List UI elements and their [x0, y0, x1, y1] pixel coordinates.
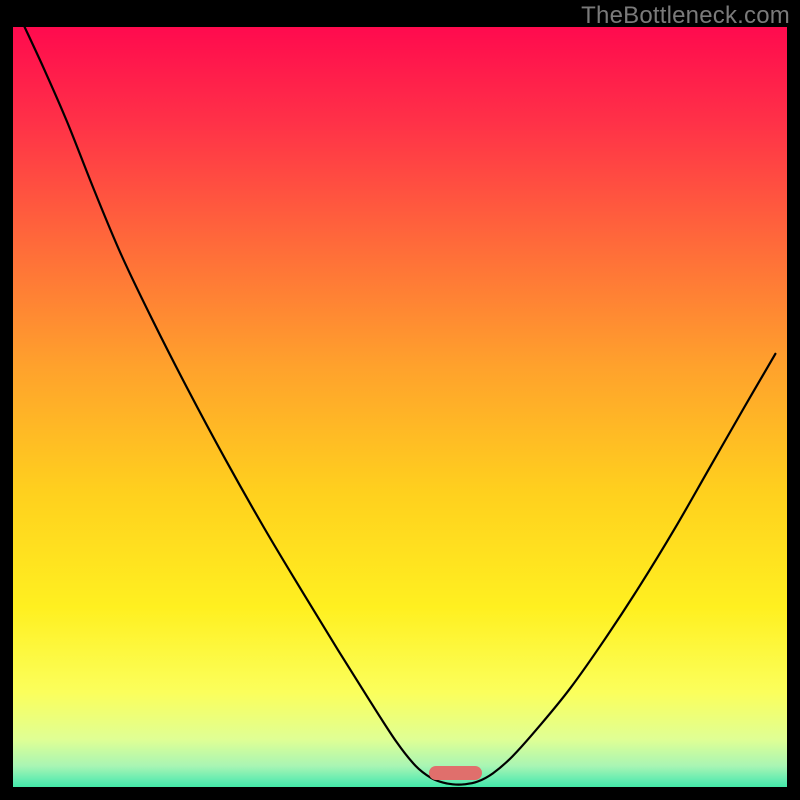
optimal-range-marker — [429, 766, 482, 780]
plot-area — [13, 27, 787, 787]
bottleneck-curve — [13, 27, 787, 787]
watermark-text: TheBottleneck.com — [581, 2, 790, 30]
chart-frame: TheBottleneck.com — [0, 0, 800, 800]
